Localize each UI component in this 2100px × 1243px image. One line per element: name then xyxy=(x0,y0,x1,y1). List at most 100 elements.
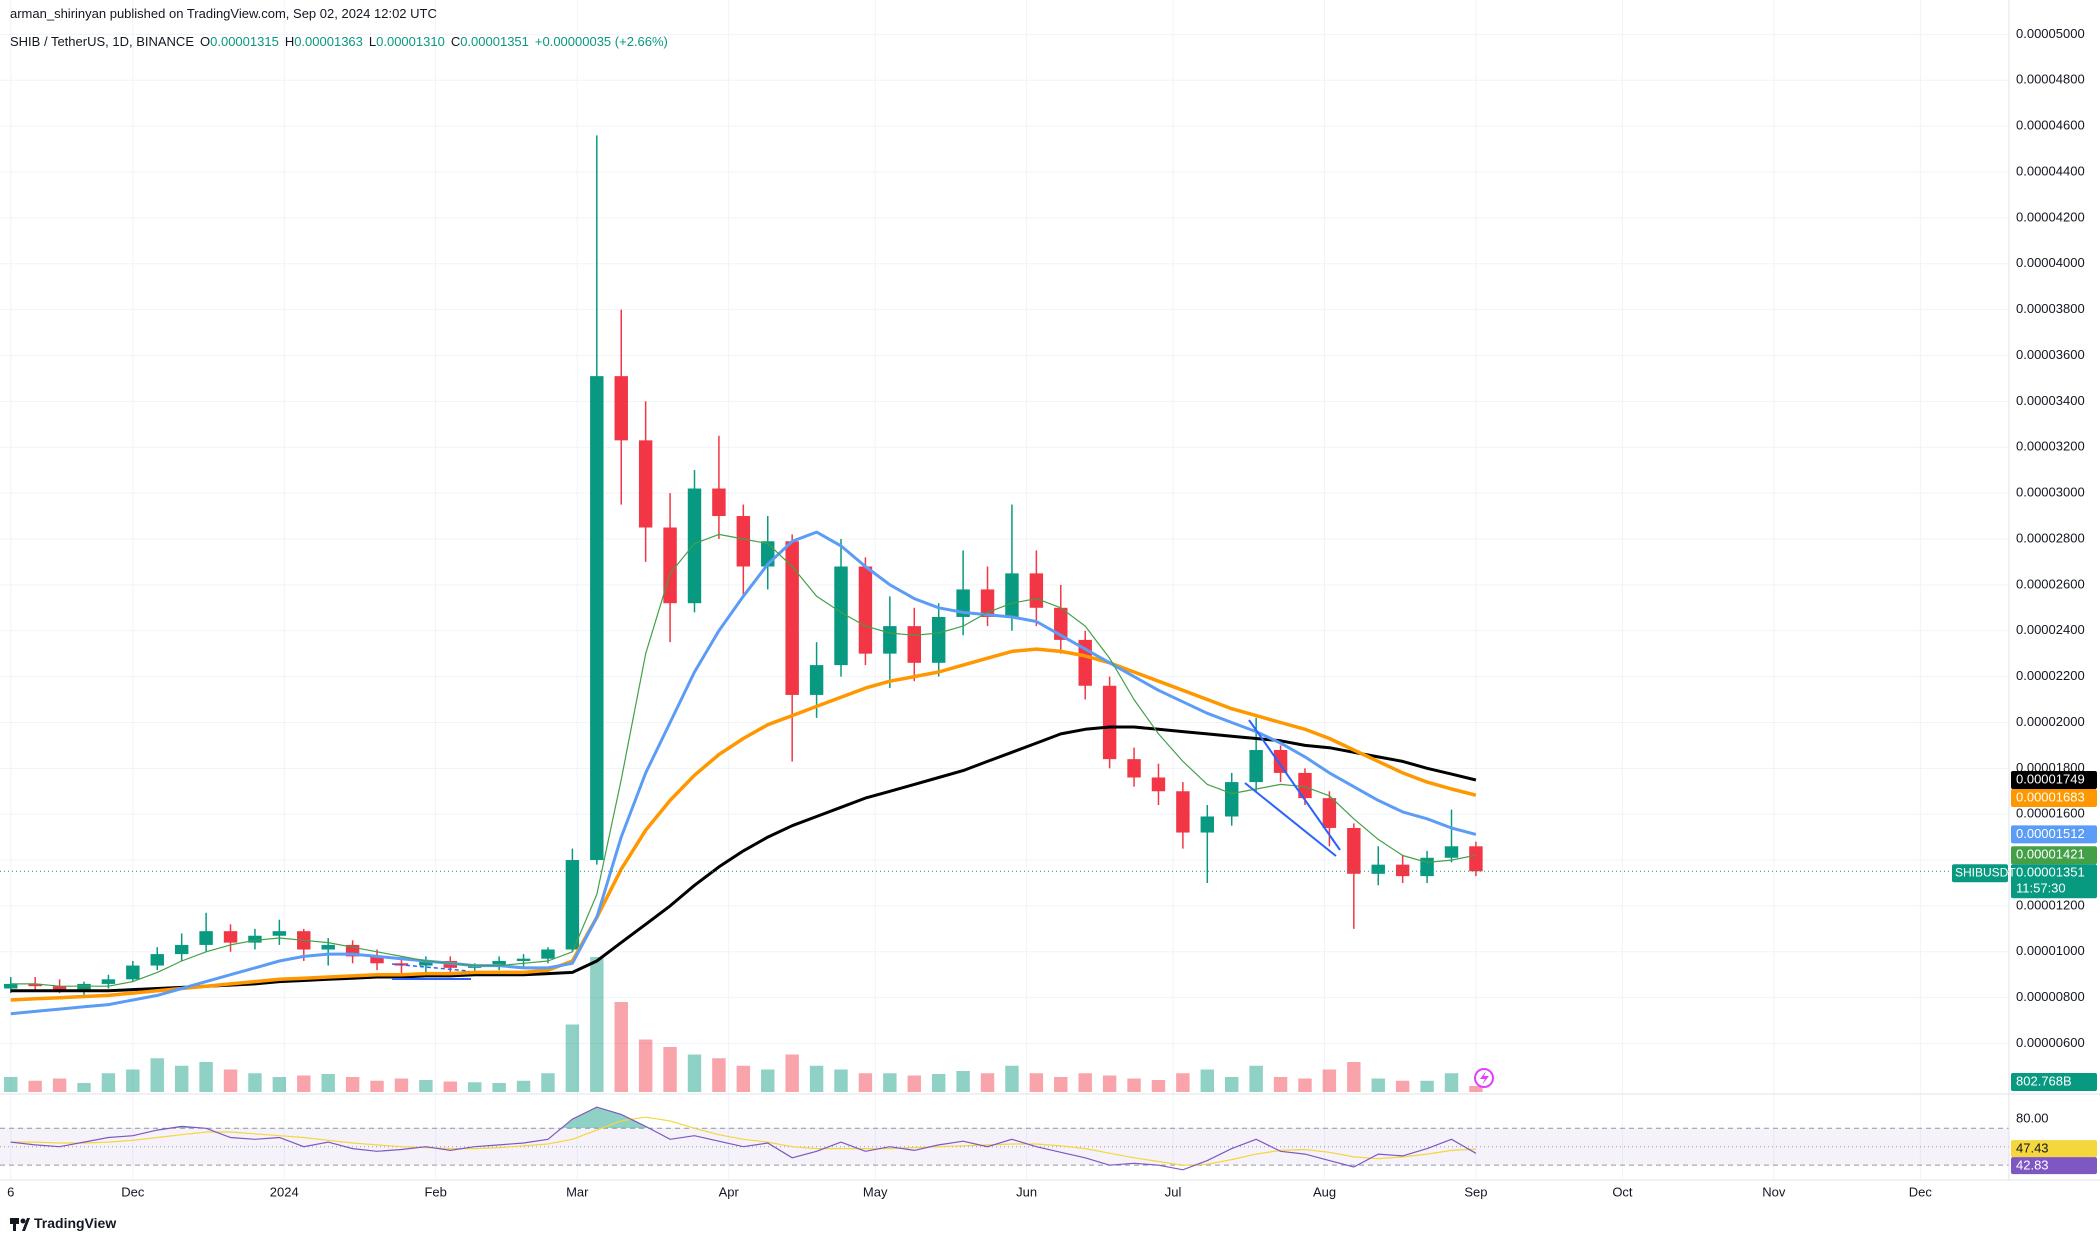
volume-bar xyxy=(199,1062,213,1092)
volume-bar xyxy=(1225,1077,1239,1092)
x-tick-label: Jul xyxy=(1165,1184,1182,1199)
candle-body xyxy=(931,616,946,663)
volume-bar xyxy=(1469,1085,1483,1092)
candle-body xyxy=(834,566,848,666)
volume-bar xyxy=(1298,1078,1312,1092)
ma-last-label-box xyxy=(2011,771,2097,790)
volume-last-label: 802.768B xyxy=(2016,1073,2072,1088)
volume-bar xyxy=(174,1065,189,1092)
moving-average xyxy=(10,725,1477,993)
volume-bar xyxy=(980,1073,995,1092)
candle-body xyxy=(248,935,262,943)
y-tick-label: 0.00001200 xyxy=(2016,897,2085,912)
volume-bar xyxy=(443,1081,458,1092)
volume-bar xyxy=(1347,1062,1361,1092)
symbol-box xyxy=(1952,864,2008,883)
volume-bar xyxy=(761,1069,775,1092)
volume-bar xyxy=(809,1065,824,1092)
volume-bar xyxy=(419,1080,433,1092)
x-tick-label: 6 xyxy=(7,1184,14,1199)
x-tick-label: Sep xyxy=(1464,1184,1487,1199)
ma-last-label-box xyxy=(2011,846,2097,865)
ma-last-label-box xyxy=(2011,825,2097,844)
ohlc-key: C xyxy=(450,34,461,49)
candle-body xyxy=(28,983,42,987)
volume-bar xyxy=(321,1074,335,1092)
volume-bar xyxy=(370,1080,384,1092)
y-tick-label: 0.00001800 xyxy=(2016,760,2085,775)
volume-bar xyxy=(1029,1073,1044,1092)
candle-body xyxy=(321,944,335,950)
last-price-label-box xyxy=(2011,864,2097,899)
y-tick-label: 0.00002600 xyxy=(2016,576,2085,591)
volume-bar xyxy=(150,1058,164,1092)
trend-line xyxy=(1248,719,1341,851)
candle-body xyxy=(541,949,555,959)
candle-body xyxy=(4,983,18,989)
candle-body xyxy=(1176,791,1190,833)
candle-body xyxy=(174,944,189,955)
volume-bar xyxy=(1273,1077,1288,1092)
candle-body xyxy=(1347,827,1361,874)
candle-body xyxy=(712,488,726,517)
rsi-line xyxy=(10,1106,1477,1171)
rsi-last-label-box xyxy=(2011,1157,2097,1175)
symbol: SHIB / TetherUS, 1D, BINANCE xyxy=(10,34,194,49)
x-tick-label: Jun xyxy=(1016,1184,1037,1199)
candle-body xyxy=(370,956,384,964)
symbol-label: SHIBUSDT xyxy=(1955,865,2016,879)
candle-body xyxy=(956,589,970,617)
candle-body xyxy=(150,954,164,966)
y-tick-label: 0.00003600 xyxy=(2016,347,2085,362)
candle-body xyxy=(1469,846,1483,872)
volume-bar xyxy=(565,1024,580,1092)
candle-body xyxy=(1225,782,1239,817)
y-tick-label: 0.00004400 xyxy=(2016,163,2085,178)
y-tick-label: 0.00002400 xyxy=(2016,622,2085,637)
legend: SHIB / TetherUS, 1D, BINANCE O0.00001315 H… xyxy=(10,34,668,49)
y-tick-label: 0.00003400 xyxy=(2016,393,2085,408)
volume-bar xyxy=(638,1039,653,1092)
change: +0.00000035 (+2.66%) xyxy=(534,34,668,49)
y-tick-label: 0.00005000 xyxy=(2016,26,2085,41)
ma-last-label: 0.00001683 xyxy=(2016,789,2085,804)
x-tick-label: Nov xyxy=(1762,1184,1786,1199)
volume-bar xyxy=(687,1054,702,1092)
volume-bar xyxy=(126,1069,140,1092)
volume-bar xyxy=(1420,1080,1434,1092)
volume-bar xyxy=(297,1075,311,1092)
volume-bar xyxy=(1078,1073,1092,1092)
volume-last-label-box xyxy=(2011,1073,2097,1091)
volume-bar xyxy=(1200,1069,1215,1092)
y-tick-label: 0.00000800 xyxy=(2016,989,2085,1004)
volume-bar xyxy=(468,1082,482,1092)
event-icon xyxy=(1474,1068,1494,1088)
ohlc-key: L xyxy=(368,34,377,49)
candle-body xyxy=(883,626,897,654)
rsi-tick-label: 80.00 xyxy=(2016,1110,2049,1125)
rsi-ma-last-label-box xyxy=(2011,1140,2097,1158)
x-tick-label: Oct xyxy=(1612,1184,1633,1199)
volume-bar xyxy=(77,1083,91,1092)
candle-body xyxy=(614,376,628,441)
y-tick-label: 0.00004600 xyxy=(2016,118,2085,133)
rsi-ma-last-label: 47.43 xyxy=(2016,1141,2049,1156)
ohlc-key: O xyxy=(200,34,211,49)
x-tick-label: Mar xyxy=(566,1184,589,1199)
last-price-label: 0.00001351 xyxy=(2016,865,2085,880)
candle-body xyxy=(858,566,873,654)
candle-body xyxy=(1444,846,1459,858)
volume-bar xyxy=(223,1069,238,1092)
candle-body xyxy=(1102,685,1117,760)
candle-body xyxy=(52,986,67,991)
volume-bar xyxy=(541,1073,555,1092)
volume-bar xyxy=(1005,1065,1019,1092)
candle-body xyxy=(1322,798,1337,828)
candle-body xyxy=(1395,864,1410,877)
candle-body xyxy=(638,440,653,528)
volume-bar xyxy=(712,1058,726,1092)
candle-body xyxy=(126,965,140,980)
candle-body xyxy=(1371,864,1385,874)
y-tick-label: 0.00001600 xyxy=(2016,806,2085,821)
